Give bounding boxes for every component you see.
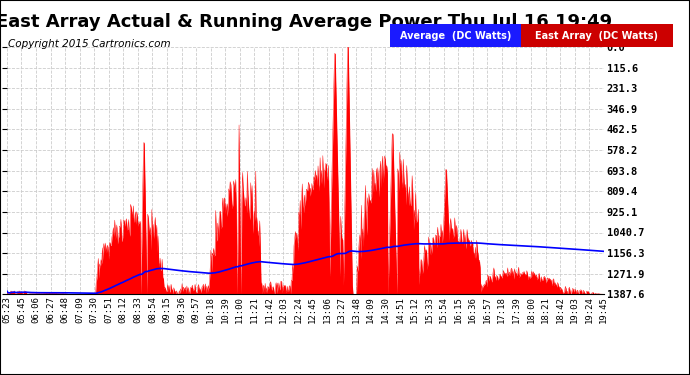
Text: East Array Actual & Running Average Power Thu Jul 16 19:49: East Array Actual & Running Average Powe…	[0, 13, 611, 31]
Text: Copyright 2015 Cartronics.com: Copyright 2015 Cartronics.com	[8, 39, 171, 50]
Text: Average  (DC Watts): Average (DC Watts)	[400, 31, 511, 40]
Text: East Array  (DC Watts): East Array (DC Watts)	[535, 31, 658, 40]
